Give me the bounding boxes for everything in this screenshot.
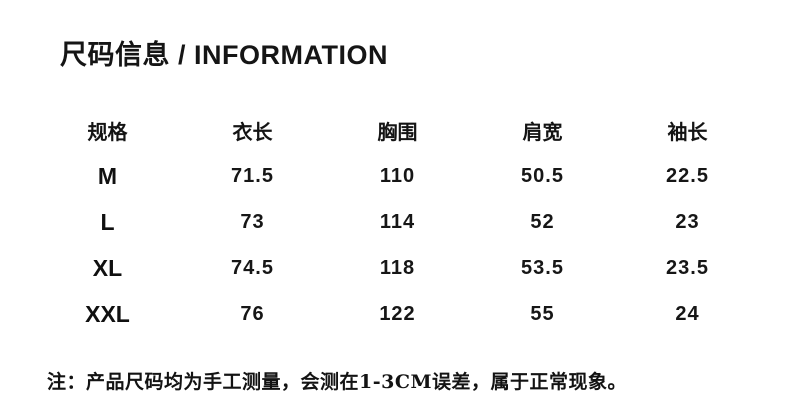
table-cell: 110	[379, 164, 416, 187]
measurement-note: 注：产品尺码均为手工测量，会测在1-3CM误差，属于正常现象。	[47, 371, 627, 393]
table-cell: 23	[675, 210, 700, 233]
table-cell: 76	[240, 302, 265, 325]
size-label: M	[97, 162, 118, 189]
table-cell: 118	[379, 256, 416, 279]
size-label: XXL	[85, 300, 130, 327]
column-header-bust: 胸围	[377, 121, 418, 144]
column-header-sleeve: 袖长	[667, 121, 708, 144]
size-label: L	[100, 208, 115, 235]
table-cell: 114	[379, 210, 416, 233]
table-cell: 122	[379, 302, 416, 325]
table-cell: 50.5	[521, 164, 564, 187]
table-cell: 73	[240, 210, 265, 233]
size-label: XL	[92, 254, 123, 281]
table-cell: 23.5	[666, 256, 709, 279]
table-cell: 22.5	[666, 164, 709, 187]
table-cell: 71.5	[231, 164, 274, 187]
table-cell: 24	[675, 302, 700, 325]
table-cell: 52	[530, 210, 555, 233]
column-header-shoulder: 肩宽	[522, 121, 563, 144]
size-table: 规格 衣长 胸围 肩宽 袖长 M 71.5 110 50.5 22.5 L 73…	[35, 107, 760, 337]
table-cell: 55	[530, 302, 555, 325]
table-cell: 74.5	[231, 256, 274, 279]
column-header-spec: 规格	[87, 121, 128, 144]
column-header-length: 衣长	[232, 121, 273, 144]
page-title: 尺码信息 / INFORMATION	[60, 40, 388, 70]
table-cell: 53.5	[521, 256, 564, 279]
